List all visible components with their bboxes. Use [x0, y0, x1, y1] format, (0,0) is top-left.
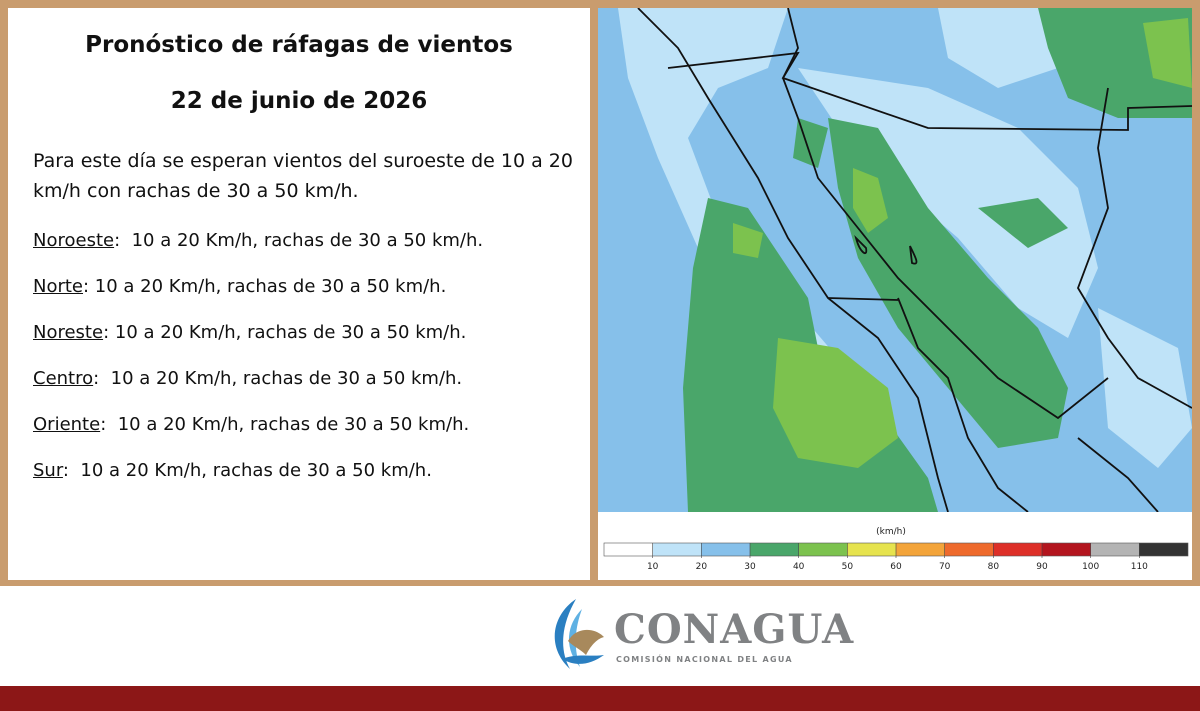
- colorbar: 10 20 30 40 50 60 70 80 90 100 110: [603, 542, 1189, 572]
- region-name: Noreste: [33, 322, 104, 343]
- intro: Para este día se esperan vientos del sur…: [33, 150, 573, 202]
- region-line: Centro: 10 a 20 Km/h, rachas de 30 a 50 …: [33, 368, 462, 389]
- region-name: Norte: [33, 276, 84, 297]
- region-text: : 10 a 20 Km/h, rachas de 30 a 50 km/h.: [103, 322, 467, 343]
- text-panel: Pronóstico de ráfagas de vientos 22 de j…: [8, 8, 590, 580]
- colorbar-tick-label: 10: [647, 562, 659, 572]
- date: 22 de junio de 2026: [170, 88, 428, 114]
- colorbar-segment: [652, 543, 702, 556]
- region-line: Norte: 10 a 20 Km/h, rachas de 30 a 50 k…: [33, 276, 446, 297]
- region-name: Oriente: [33, 414, 101, 435]
- colorbar-segment: [896, 543, 945, 556]
- colorbar-segment: [993, 543, 1042, 556]
- region-name: Centro: [33, 368, 94, 389]
- region-text: : 10 a 20 Km/h, rachas de 30 a 50 km/h.: [83, 276, 447, 297]
- colorbar-tick-label: 60: [890, 562, 902, 572]
- colorbar-tick-label: 100: [1082, 562, 1099, 572]
- light-green-areas: [733, 18, 1192, 468]
- region-line: Noroeste: 10 a 20 Km/h, rachas de 30 a 5…: [33, 230, 483, 251]
- logo-icon: [554, 599, 604, 669]
- colorbar-tick-label: 80: [988, 562, 1000, 572]
- region-text: : 10 a 20 Km/h, rachas de 30 a 50 km/h.: [62, 460, 432, 481]
- map: (km/h) 10 20 30 40 50 60 70 80 90 100 110: [598, 7, 1193, 580]
- logo-subtitle: COMISIÓN NACIONAL DEL AGUA: [616, 655, 793, 664]
- region-line: Sur: 10 a 20 Km/h, rachas de 30 a 50 km/…: [33, 460, 432, 481]
- colorbar-tick-label: 30: [744, 562, 756, 572]
- colorbar-tick-label: 50: [842, 562, 854, 572]
- region-text: : 10 a 20 Km/h, rachas de 30 a 50 km/h.: [100, 414, 470, 435]
- legend-unit: (km/h): [876, 527, 906, 537]
- colorbar-tick-label: 70: [939, 562, 951, 572]
- region-line: Oriente: 10 a 20 Km/h, rachas de 30 a 50…: [33, 414, 469, 435]
- map-panel: (km/h) 10 20 30 40 50 60 70 80 90 100 110: [598, 7, 1193, 580]
- region-text: : 10 a 20 Km/h, rachas de 30 a 50 km/h.: [93, 368, 463, 389]
- footer-strip: [0, 686, 1200, 711]
- colorbar-segment: [944, 543, 994, 556]
- region-name: Sur: [33, 460, 63, 481]
- colorbar-segment: [604, 543, 653, 556]
- colorbar-segment: [1090, 543, 1140, 556]
- colorbar-tick-label: 110: [1131, 562, 1148, 572]
- colorbar-tick-label: 40: [793, 562, 805, 572]
- colorbar-segment: [847, 543, 896, 556]
- region-text: : 10 a 20 Km/h, rachas de 30 a 50 km/h.: [114, 230, 484, 251]
- colorbar-segment: [1139, 543, 1188, 556]
- logo: CONAGUA: [614, 606, 855, 653]
- region-line: Noreste: 10 a 20 Km/h, rachas de 30 a 50…: [33, 322, 466, 343]
- colorbar-tick-label: 90: [1036, 562, 1048, 572]
- colorbar-tick-label: 20: [696, 562, 708, 572]
- colorbar-segment: [1042, 543, 1091, 556]
- colorbar-segment: [701, 543, 750, 556]
- colorbar-segment: [750, 543, 799, 556]
- title: Pronóstico de ráfagas de vientos: [85, 32, 513, 58]
- colorbar-segment: [798, 543, 848, 556]
- region-name: Noroeste: [33, 230, 115, 251]
- borders: [637, 7, 1193, 513]
